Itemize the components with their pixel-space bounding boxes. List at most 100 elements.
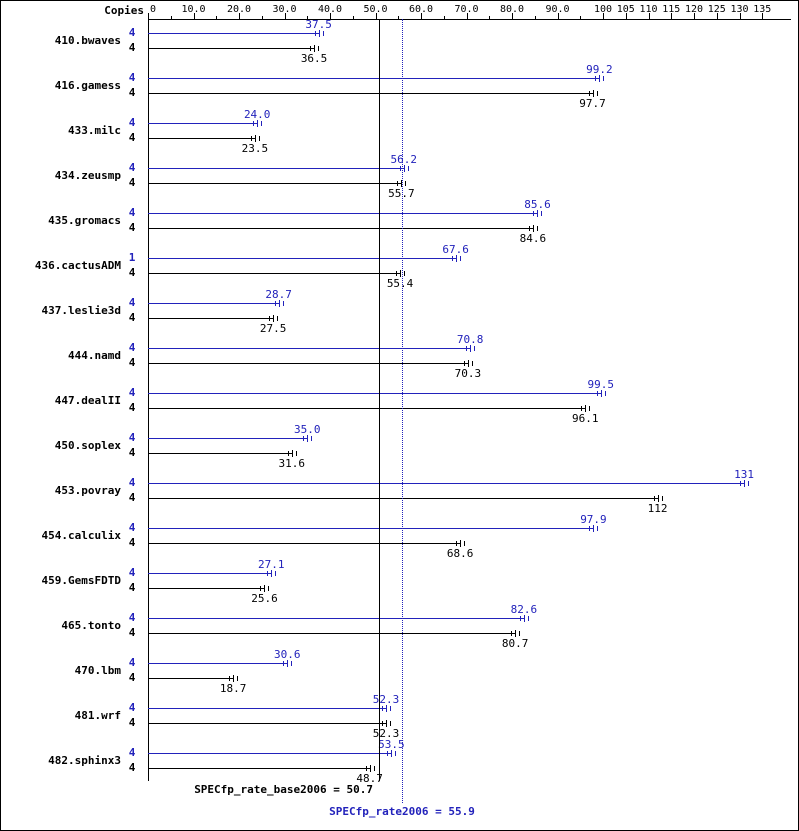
benchmark-label: 437.leslie3d xyxy=(41,304,121,317)
base-bar-end-cap xyxy=(400,270,402,277)
peak-bar-end-cap xyxy=(744,480,746,487)
base-copies-value: 4 xyxy=(128,86,136,99)
axis-tick-label: 60.0 xyxy=(408,4,434,15)
base-bar xyxy=(148,138,255,139)
peak-bar xyxy=(148,258,456,259)
peak-bar-end-cap xyxy=(318,30,320,37)
axis-major-tick xyxy=(762,13,764,19)
base-value-label: 48.7 xyxy=(356,772,383,785)
base-copies-value: 4 xyxy=(128,221,136,234)
peak-bar-spread-marker xyxy=(322,31,324,36)
base-bar-spread-marker xyxy=(528,226,530,231)
axis-tick-label: 80.0 xyxy=(499,4,525,15)
benchmark-label: 453.povray xyxy=(54,484,121,497)
base-bar-end-cap xyxy=(291,450,293,457)
base-bar-end-cap xyxy=(264,585,266,592)
peak-bar xyxy=(148,303,279,304)
base-median-line xyxy=(378,19,380,781)
base-bar-spread-marker xyxy=(268,586,270,591)
peak-bar xyxy=(148,573,272,574)
base-bar-end-cap xyxy=(532,225,534,232)
benchmark-label: 465.tonto xyxy=(61,619,121,632)
benchmark-label: 433.milc xyxy=(68,124,121,137)
axis-major-tick xyxy=(148,13,149,19)
base-bar-end-cap xyxy=(515,630,517,637)
peak-bar xyxy=(148,483,745,484)
axis-minor-tick xyxy=(398,16,400,19)
axis-major-tick xyxy=(625,13,627,19)
peak-median-label: SPECfp_rate2006 = 55.9 xyxy=(329,805,475,818)
base-value-label: 25.6 xyxy=(251,592,278,605)
base-bar xyxy=(148,768,370,769)
axis-minor-tick xyxy=(261,16,263,19)
peak-bar-end-cap xyxy=(537,210,539,217)
peak-copies-value: 4 xyxy=(128,71,136,84)
x-axis-line xyxy=(148,19,791,20)
axis-minor-tick xyxy=(216,16,218,19)
base-bar-spread-marker xyxy=(405,181,407,186)
peak-bar xyxy=(148,663,288,664)
base-value-label: 23.5 xyxy=(241,142,269,155)
base-copies-value: 4 xyxy=(128,41,136,54)
peak-bar-spread-marker xyxy=(748,481,750,486)
benchmark-label: 434.zeusmp xyxy=(54,169,121,182)
base-bar xyxy=(148,48,315,49)
peak-value-label: 85.6 xyxy=(524,198,551,211)
base-bar-spread-marker xyxy=(258,136,260,141)
base-bar xyxy=(148,228,533,229)
base-bar xyxy=(148,363,468,364)
base-bar xyxy=(148,633,516,634)
base-copies-value: 4 xyxy=(128,356,136,369)
axis-major-tick xyxy=(648,13,650,19)
axis-tick-label: 135 xyxy=(753,4,772,15)
peak-bar-spread-marker xyxy=(381,706,383,711)
base-copies-value: 4 xyxy=(128,311,136,324)
axis-tick-label: 115 xyxy=(662,4,681,15)
peak-bar-end-cap xyxy=(287,660,289,667)
peak-bar-spread-marker xyxy=(274,301,276,306)
base-bar-spread-marker xyxy=(463,361,465,366)
base-bar xyxy=(148,408,586,409)
axis-tick-label: 0 xyxy=(150,4,157,15)
benchmark-label: 436.cactusADM xyxy=(34,259,121,272)
peak-copies-value: 4 xyxy=(128,431,136,444)
benchmark-label: 481.wrf xyxy=(74,709,121,722)
axis-minor-tick xyxy=(352,16,354,19)
axis-major-tick xyxy=(603,13,604,19)
base-bar-spread-marker xyxy=(260,586,262,591)
base-bar-spread-marker xyxy=(596,91,598,96)
peak-copies-value: 4 xyxy=(128,476,136,489)
axis-major-tick xyxy=(284,13,286,19)
base-bar-spread-marker xyxy=(389,721,391,726)
base-value-label: 96.1 xyxy=(572,412,599,425)
axis-major-tick xyxy=(375,13,377,19)
peak-copies-value: 4 xyxy=(128,161,136,174)
axis-tick-label: 50.0 xyxy=(363,4,388,15)
peak-bar-spread-marker xyxy=(261,121,263,126)
peak-value-label: 56.2 xyxy=(390,153,417,166)
base-copies-value: 4 xyxy=(128,671,136,684)
base-bar-end-cap xyxy=(314,45,316,52)
axis-minor-tick xyxy=(580,16,582,19)
peak-bar-spread-marker xyxy=(407,166,409,171)
peak-bar-spread-marker xyxy=(291,661,293,666)
peak-copies-value: 4 xyxy=(128,521,136,534)
base-bar-spread-marker xyxy=(536,226,538,231)
base-bar-spread-marker xyxy=(471,361,473,366)
peak-value-label: 67.6 xyxy=(442,243,469,256)
axis-tick-label: 70.0 xyxy=(454,4,479,15)
benchmark-label: 454.calculix xyxy=(41,529,121,542)
peak-bar-spread-marker xyxy=(275,571,277,576)
peak-copies-value: 4 xyxy=(128,386,136,399)
base-copies-value: 4 xyxy=(128,401,136,414)
base-value-label: 27.5 xyxy=(259,322,287,335)
base-copies-value: 4 xyxy=(128,266,136,279)
peak-bar-end-cap xyxy=(278,300,280,307)
axis-tick-label: 100 xyxy=(593,4,613,15)
axis-minor-tick xyxy=(170,16,172,19)
peak-bar xyxy=(148,438,308,439)
base-bar xyxy=(148,183,402,184)
base-bar-spread-marker xyxy=(653,496,655,501)
base-bar-spread-marker xyxy=(310,46,312,51)
